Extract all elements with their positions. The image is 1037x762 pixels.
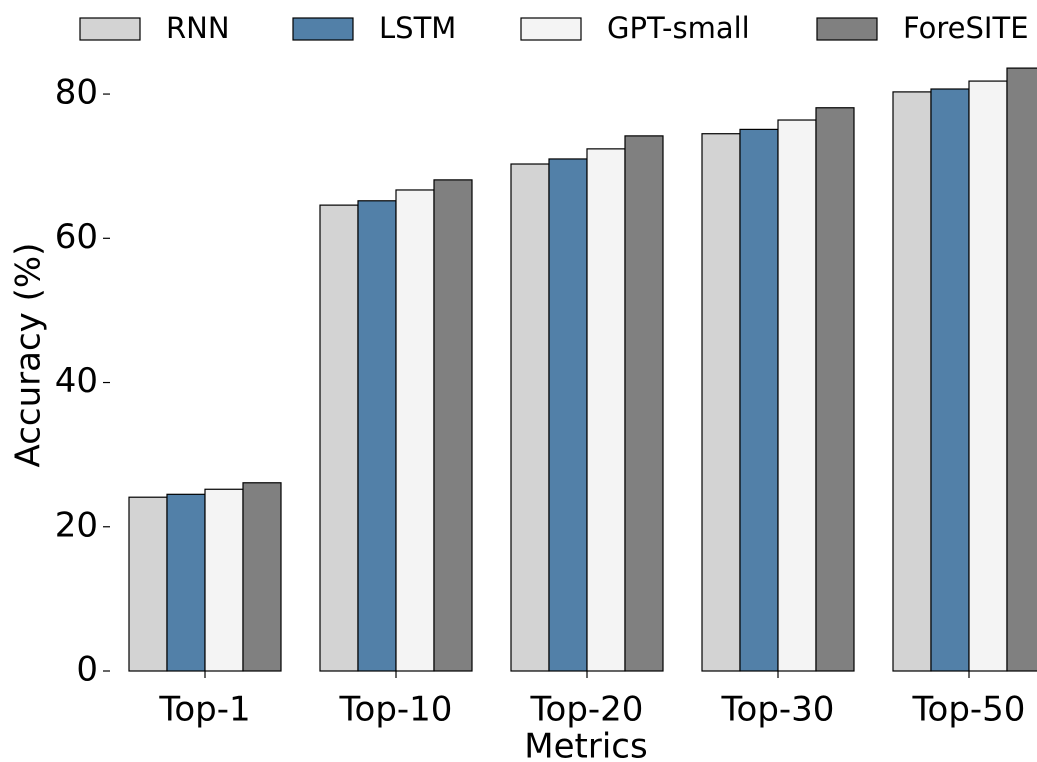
legend-swatch bbox=[816, 17, 878, 41]
y-tick-label: 0 bbox=[76, 650, 98, 690]
bar bbox=[586, 148, 626, 672]
bar bbox=[1006, 67, 1037, 672]
y-tick-label: 60 bbox=[55, 217, 98, 257]
legend-label: GPT-small bbox=[607, 11, 750, 45]
bar bbox=[319, 204, 359, 672]
bar bbox=[968, 80, 1008, 672]
legend-swatch bbox=[79, 17, 141, 41]
x-axis-label: Metrics bbox=[524, 727, 647, 762]
legend-swatch bbox=[292, 17, 354, 41]
bar bbox=[510, 163, 550, 672]
bar bbox=[892, 91, 932, 672]
bar bbox=[624, 135, 664, 672]
y-tick-label: 40 bbox=[55, 361, 98, 401]
bar bbox=[815, 107, 855, 672]
legend-label: LSTM bbox=[379, 11, 456, 45]
bar bbox=[739, 128, 779, 672]
x-tick-label: Top-1 bbox=[158, 690, 250, 730]
bar bbox=[242, 482, 282, 672]
legend-label: RNN bbox=[166, 11, 230, 45]
legend-swatch bbox=[520, 17, 582, 41]
y-tick-label: 80 bbox=[55, 73, 98, 113]
legend-label: ForeSITE bbox=[903, 11, 1029, 45]
bar bbox=[701, 133, 741, 672]
bar bbox=[166, 493, 206, 672]
bar bbox=[204, 488, 244, 672]
bar bbox=[930, 88, 970, 672]
bar bbox=[357, 200, 397, 672]
bar bbox=[395, 189, 435, 672]
y-axis-label: Accuracy (%) bbox=[9, 243, 49, 468]
bar bbox=[433, 179, 473, 672]
x-tick-label: Top-50 bbox=[912, 690, 1026, 730]
x-tick-label: Top-30 bbox=[721, 690, 835, 730]
bar bbox=[548, 158, 588, 672]
y-tick-label: 20 bbox=[55, 505, 98, 545]
bar bbox=[128, 496, 168, 672]
x-tick-label: Top-10 bbox=[339, 690, 453, 730]
bar bbox=[777, 119, 817, 672]
x-tick-label: Top-20 bbox=[530, 690, 644, 730]
